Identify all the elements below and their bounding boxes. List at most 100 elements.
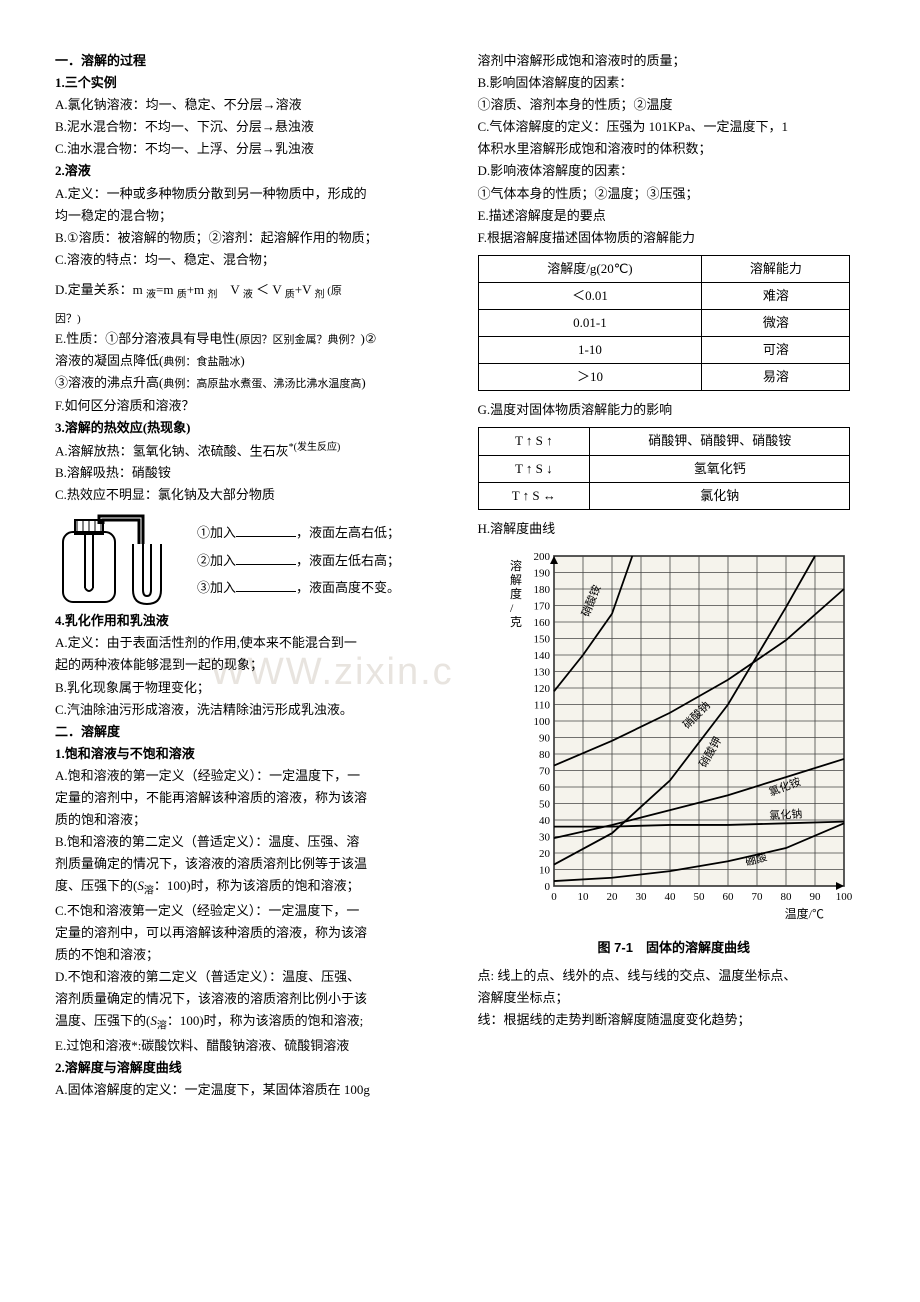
blank-1[interactable] <box>236 524 296 537</box>
d-sub2: 质 <box>177 290 187 301</box>
svg-text:160: 160 <box>533 617 550 629</box>
svg-text:90: 90 <box>539 732 551 744</box>
svg-text:60: 60 <box>539 782 551 794</box>
cell-r3c1: 易溶 <box>702 364 850 391</box>
table-row: 1-10 可溶 <box>478 337 850 364</box>
svg-text:60: 60 <box>722 891 734 903</box>
line-2-1-e: E.过饱和溶液*:碳酸饮料、醋酸钠溶液、硫酸铜溶液 <box>55 1035 448 1057</box>
line-1-2-a1: A.定义：一种或多种物质分散到另一种物质中，形成的 <box>55 183 448 205</box>
e1-small: 原因？区别金属？典例？ <box>240 334 361 346</box>
line-1-1-b: B.泥水混合物：不均一、下沉、分层→悬浊液 <box>55 116 448 138</box>
svg-text:温度/℃: 温度/℃ <box>784 906 823 921</box>
tt-r0c0: T ↑ S ↑ <box>478 428 590 455</box>
sub-1-1-title: 1.三个实例 <box>55 72 448 94</box>
d3-tail: ，液面高度不变。 <box>296 580 400 595</box>
r-line-1: 溶剂中溶解形成饱和溶液时的质量； <box>478 50 871 72</box>
e1-end: )② <box>361 331 377 346</box>
e3-small: 典例：高原盐水煮蛋、沸汤比沸水温度高 <box>163 378 361 390</box>
svg-text:克: 克 <box>510 615 522 629</box>
line-1-3-c: C.热效应不明显：氯化钠及大部分物质 <box>55 484 448 506</box>
line-2-1-b3: 度、压强下的(S溶：100)时，称为该溶质的饱和溶液； <box>55 875 448 900</box>
line-2-1-b1: B.饱和溶液的第二定义（普适定义）：温度、压强、溶 <box>55 831 448 853</box>
two-column-layout: 一．溶解的过程 1.三个实例 A.氯化钠溶液：均一、稳定、不分层→溶液 B.泥水… <box>55 50 870 1101</box>
e3-end: ) <box>361 375 365 390</box>
r-line-5: 体积水里溶解形成饱和溶液时的体积数； <box>478 138 871 160</box>
svg-text:200: 200 <box>533 551 550 563</box>
right-column: 溶剂中溶解形成饱和溶液时的质量； B.影响固体溶解度的因素： ①溶质、溶剂本身的… <box>478 50 871 1101</box>
d1-pre: ①加入 <box>197 525 236 540</box>
line-1-3-a: A.溶解放热：氢氧化钠、浓硫酸、生石灰*(发生反应) <box>55 439 448 462</box>
svg-text:90: 90 <box>809 891 821 903</box>
e2-small: 典例：食盐融冰 <box>163 356 240 368</box>
r-line-h: H.溶解度曲线 <box>478 518 871 540</box>
d3-tail: ：100)时，称为该溶质的饱和溶液; <box>167 1013 363 1028</box>
diagram-line-2: ②加入 ，液面左低右高； <box>197 547 448 574</box>
solubility-table: 溶解度/g(20℃) 溶解能力 ＜0.01 难溶 0.01-1 微溶 1-10 … <box>478 255 851 391</box>
line-1-3-b: B.溶解吸热：硝酸铵 <box>55 462 448 484</box>
temperature-table: T ↑ S ↑ 硝酸钾、硝酸钾、硝酸铵 T ↑ S ↓ 氢氧化钙 T ↑ S ↔… <box>478 427 851 509</box>
svg-text:0: 0 <box>551 891 557 903</box>
d-subV3: 剂 <box>314 290 324 301</box>
svg-text:0: 0 <box>544 881 550 893</box>
svg-text:130: 130 <box>533 666 550 678</box>
r-point2: 溶解度坐标点； <box>478 987 871 1009</box>
line-2-1-c2: 定量的溶剂中，可以再溶解该种溶质的溶液，称为该溶 <box>55 922 448 944</box>
cell-r1c1: 微溶 <box>702 310 850 337</box>
chart-svg: 0102030405060708090100010203040506070809… <box>494 546 854 926</box>
blank-3[interactable] <box>236 579 296 592</box>
r-line-3: ①溶质、溶剂本身的性质；②温度 <box>478 94 871 116</box>
tt-r2c1: 氯化钠 <box>590 482 850 509</box>
b3-tail: ：100)时，称为该溶质的饱和溶液； <box>154 878 360 893</box>
e1-text: E.性质：①部分溶液具有导电性( <box>55 331 240 346</box>
sub-2-1-title: 1.饱和溶液与不饱和溶液 <box>55 743 448 765</box>
th-range: 溶解度/g(20℃) <box>478 255 702 282</box>
svg-text:80: 80 <box>539 749 551 761</box>
d-tail2: 因？) <box>55 310 448 329</box>
line-1-2-c: C.溶液的特点：均一、稳定、混合物； <box>55 249 448 271</box>
svg-text:40: 40 <box>664 891 676 903</box>
d2-pre: ②加入 <box>197 553 236 568</box>
r-line-line: 线：根据线的走势判断溶解度随温度变化趋势； <box>478 1009 871 1031</box>
line-2-1-c1: C.不饱和溶液第一定义（经验定义）：一定温度下，一 <box>55 900 448 922</box>
line-1-2-e1: E.性质：①部分溶液具有导电性(原因？区别金属？典例？)② <box>55 328 448 350</box>
cell-r2c0: 1-10 <box>478 337 702 364</box>
svg-text:10: 10 <box>539 864 551 876</box>
line-2-1-a2: 定量的溶剂中，不能再溶解该种溶质的溶液，称为该溶 <box>55 787 448 809</box>
d-sub1: 液 <box>146 290 156 301</box>
svg-text:120: 120 <box>533 683 550 695</box>
diagram-text: ①加入，液面左高右低； ②加入，液面左低右高； ③加入，液面高度不变。 <box>197 519 448 601</box>
e2-end: ) <box>240 353 244 368</box>
line-1-2-a2: 均一稳定的混合物； <box>55 205 448 227</box>
svg-text:70: 70 <box>751 891 763 903</box>
e3-text: ③溶液的沸点升高( <box>55 375 163 390</box>
d2-tail: ，液面左低右高； <box>296 553 400 568</box>
svg-text:30: 30 <box>539 831 551 843</box>
solubility-chart: 0102030405060708090100010203040506070809… <box>478 546 871 959</box>
table-row: ＞10 易溶 <box>478 364 850 391</box>
r-point: 点: 线上的点、线外的点、线与线的交点、温度坐标点、 <box>478 965 871 987</box>
diagram-line-3: ③加入，液面高度不变。 <box>197 574 448 601</box>
d3-pre: 温度、压强下的( <box>55 1013 150 1028</box>
svg-text:110: 110 <box>534 699 551 711</box>
svg-text:180: 180 <box>533 584 550 596</box>
svg-text:40: 40 <box>539 815 551 827</box>
r-line-4: C.气体溶解度的定义：压强为 101KPa、一定温度下，1 <box>478 116 871 138</box>
cell-r2c1: 可溶 <box>702 337 850 364</box>
svg-text:70: 70 <box>539 765 551 777</box>
line-2-1-a3: 质的饱和溶液； <box>55 809 448 831</box>
blank-2[interactable] <box>236 552 296 565</box>
svg-text:30: 30 <box>635 891 647 903</box>
section-2-title: 二．溶解度 <box>55 721 448 743</box>
table-row: ＜0.01 难溶 <box>478 282 850 309</box>
d-tail: (原 <box>324 285 341 297</box>
svg-text:溶: 溶 <box>510 558 522 573</box>
tt-r0c1: 硝酸钾、硝酸钾、硝酸铵 <box>590 428 850 455</box>
cell-r1c0: 0.01-1 <box>478 310 702 337</box>
tt-r1c0: T ↑ S ↓ <box>478 455 590 482</box>
line-2-1-d1: D.不饱和溶液的第二定义（普适定义）：温度、压强、 <box>55 966 448 988</box>
line-1-4-b: B.乳化现象属于物理变化； <box>55 677 448 699</box>
svg-text:100: 100 <box>836 891 853 903</box>
line-1-2-b: B.①溶质：被溶解的物质；②溶剂：起溶解作用的物质； <box>55 227 448 249</box>
cell-r0c1: 难溶 <box>702 282 850 309</box>
line-1-2-e3: ③溶液的沸点升高(典例：高原盐水煮蛋、沸汤比沸水温度高) <box>55 372 448 394</box>
